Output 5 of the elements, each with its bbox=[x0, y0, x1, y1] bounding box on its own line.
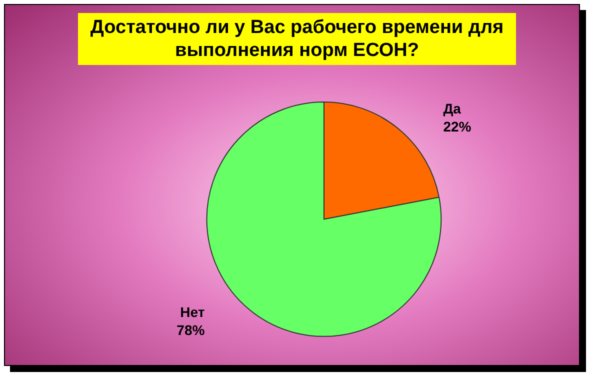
data-label: 78% bbox=[176, 322, 206, 338]
chart-title: Достаточно ли у Вас рабочего времени для выполнения норм ЕСОН? bbox=[78, 13, 516, 65]
slice-label: Нет bbox=[180, 304, 205, 320]
slice-label: Да bbox=[443, 100, 462, 116]
data-label: 22% bbox=[443, 118, 472, 134]
